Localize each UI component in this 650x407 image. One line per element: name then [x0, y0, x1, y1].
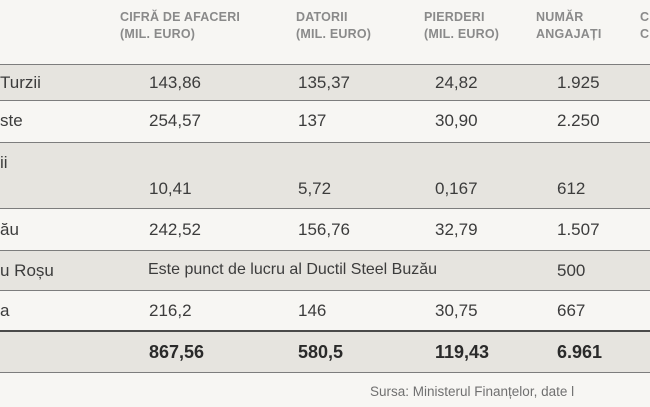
cell-pierderi: 32,79: [435, 220, 478, 239]
cell-cifra: 10,41: [149, 179, 192, 198]
table-row: ău 242,52 156,76 32,79 1.507: [0, 208, 650, 250]
cell-angajati: 2.250: [557, 111, 600, 130]
cell-datorii: 137: [298, 111, 327, 130]
cell-pierderi: 0,167: [435, 179, 478, 198]
table-row: u Roșu Este punct de lucru al Ductil Ste…: [0, 250, 650, 290]
source-note: Sursa: Ministerul Finanțelor, date l: [370, 384, 575, 399]
row-name: u Roșu: [0, 261, 54, 280]
header-datorii: DATORII (MIL. EURO): [296, 10, 372, 41]
total-pierderi: 119,43: [435, 342, 490, 362]
cell-pierderi: 24,82: [435, 73, 478, 92]
cell-datorii: 156,76: [298, 220, 350, 239]
cell-datorii: 146: [298, 301, 327, 320]
header-cifra-afaceri: CIFRĂ DE AFACERI (MIL. EURO): [120, 10, 241, 41]
cell-cifra: 216,2: [149, 301, 192, 320]
row-name: Turzii: [0, 73, 41, 92]
row-name: ste: [0, 111, 23, 130]
cell-angajati: 1.925: [557, 73, 600, 92]
table-row: ste 254,57 137 30,90 2.250: [0, 100, 650, 142]
cell-pierderi: 30,90: [435, 111, 478, 130]
total-datorii: 580,5: [298, 342, 344, 362]
table-row: ii 10,41 5,72 0,167 612: [0, 142, 650, 208]
row-note: Este punct de lucru al Ductil Steel Buză…: [148, 261, 438, 278]
cell-angajati: 612: [557, 179, 586, 198]
cell-datorii: 135,37: [298, 73, 350, 92]
header-numar-angajati: NUMĂR ANGAJAȚI: [536, 10, 602, 41]
table-bottom-rule: [0, 372, 650, 373]
total-cifra: 867,56: [149, 342, 205, 362]
cell-angajati: 667: [557, 301, 586, 320]
row-name: ii: [0, 153, 8, 172]
row-name: ău: [0, 220, 19, 239]
row-name: a: [0, 301, 10, 320]
cell-cifra: 143,86: [149, 73, 201, 92]
table-row: a 216,2 146 30,75 667: [0, 290, 650, 330]
table-header: CIFRĂ DE AFACERI (MIL. EURO) DATORII (MIL.…: [0, 0, 650, 64]
total-angajati: 6.961: [557, 342, 603, 362]
cell-angajati: 500: [557, 261, 586, 280]
table-row: Turzii 143,86 135,37 24,82 1.925: [0, 64, 650, 100]
total-row: 867,56 580,5 119,43 6.961: [0, 330, 650, 372]
cell-cifra: 242,52: [149, 220, 201, 239]
cell-cifra: 254,57: [149, 111, 201, 130]
header-pierderi: PIERDERI (MIL. EURO): [424, 10, 500, 41]
cell-pierderi: 30,75: [435, 301, 478, 320]
cell-datorii: 5,72: [298, 179, 332, 198]
cell-angajati: 1.507: [557, 220, 600, 239]
